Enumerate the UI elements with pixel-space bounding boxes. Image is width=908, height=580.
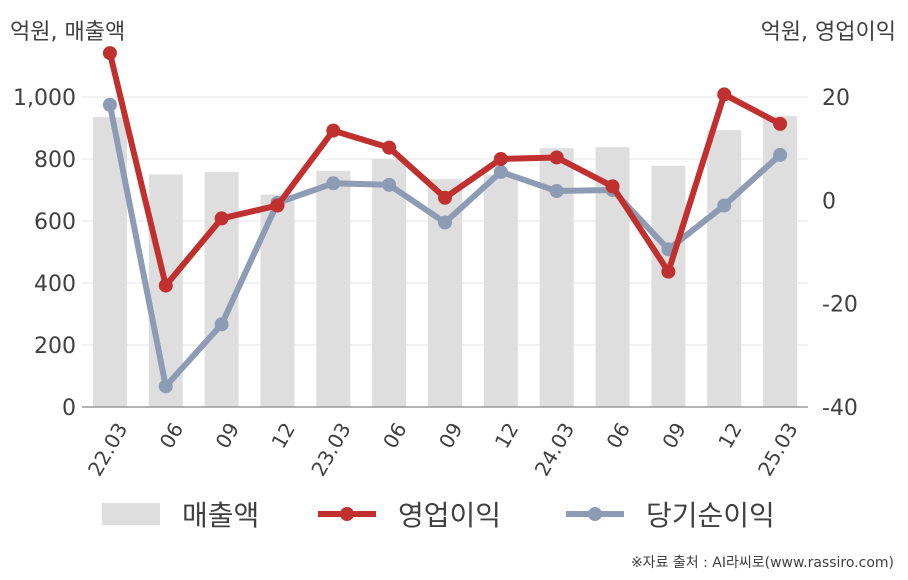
left-tick-label-1: 200 (34, 334, 76, 359)
legend-item-net-income: 당기순이익 (566, 490, 775, 538)
x-tick-label-8: 24.03 (530, 419, 579, 481)
point-net-income-2 (214, 317, 229, 332)
point-operating-profit-8 (549, 150, 564, 165)
bar-revenue-10 (651, 165, 686, 407)
legend-swatch-net-income (566, 503, 624, 525)
legend-item-revenue: 매출액 (102, 490, 259, 538)
x-tick-label-7: 12 (490, 419, 524, 453)
right-tick-label-3: 20 (822, 86, 850, 111)
point-operating-profit-7 (493, 152, 508, 166)
legend-swatch-operating-profit (318, 503, 376, 525)
legend-label-revenue: 매출액 (182, 499, 260, 532)
right-axis-unit-label: 억원, 영업이익 (760, 20, 896, 45)
point-net-income-8 (549, 184, 564, 199)
x-tick-label-9: 06 (601, 419, 635, 453)
point-net-income-5 (382, 177, 397, 192)
x-tick-label-3: 12 (266, 419, 300, 453)
point-net-income-7 (493, 164, 508, 179)
legend-item-operating-profit: 영업이익 (318, 490, 501, 538)
left-axis-unit-label: 억원, 매출액 (10, 20, 126, 45)
point-operating-profit-12 (773, 116, 788, 131)
point-operating-profit-3 (270, 198, 285, 213)
point-operating-profit-11 (717, 87, 732, 102)
x-tick-label-12: 25.03 (753, 419, 802, 481)
x-tick-label-5: 06 (378, 419, 412, 453)
point-operating-profit-9 (605, 179, 620, 194)
x-tick-label-10: 09 (657, 419, 691, 453)
point-net-income-1 (158, 379, 173, 394)
point-operating-profit-4 (326, 123, 341, 138)
point-operating-profit-2 (214, 211, 229, 226)
point-net-income-6 (438, 215, 452, 230)
left-tick-label-5: 1,000 (13, 86, 76, 111)
x-tick-label-0: 22.03 (83, 419, 132, 481)
left-tick-label-3: 600 (34, 210, 76, 235)
left-tick-label-2: 400 (34, 272, 76, 297)
point-net-income-0 (102, 97, 117, 112)
point-operating-profit-1 (158, 278, 173, 293)
legend-label-net-income: 당기순이익 (646, 499, 775, 532)
legend-swatch-revenue (102, 503, 160, 525)
bar-revenue-11 (707, 130, 742, 408)
point-net-income-12 (773, 147, 788, 162)
bar-revenue-4 (316, 170, 351, 407)
source-note: ※자료 출처 : AI라씨로(www.rassiro.com) (630, 555, 894, 571)
point-operating-profit-0 (102, 46, 117, 61)
left-tick-label-4: 800 (34, 148, 76, 173)
left-tick-label-0: 0 (62, 396, 76, 421)
bar-revenue-2 (204, 172, 239, 407)
legend-label-operating-profit: 영업이익 (398, 499, 502, 532)
x-tick-label-6: 09 (434, 419, 468, 453)
point-operating-profit-5 (382, 140, 397, 155)
right-tick-label-1: -20 (822, 293, 858, 318)
point-operating-profit-10 (661, 264, 676, 279)
right-tick-label-2: 0 (822, 189, 836, 214)
point-net-income-11 (717, 198, 732, 213)
bar-revenue-5 (372, 159, 407, 407)
point-net-income-4 (326, 176, 341, 191)
bar-revenue-7 (483, 174, 518, 407)
x-tick-label-11: 12 (713, 419, 747, 453)
x-tick-label-4: 23.03 (306, 419, 355, 481)
point-operating-profit-6 (438, 190, 452, 205)
x-tick-label-2: 09 (211, 419, 245, 453)
right-tick-label-0: -40 (822, 396, 858, 421)
legend: 매출액 영업이익 당기순이익 (0, 490, 908, 540)
x-tick-label-1: 06 (155, 419, 189, 453)
